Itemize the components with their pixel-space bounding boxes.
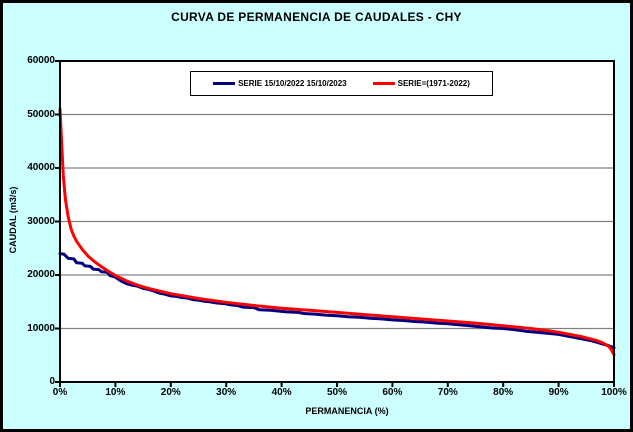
chart-title: CURVA DE PERMANENCIA DE CAUDALES - CHY [171, 10, 462, 24]
navy-line-swatch-icon [213, 82, 236, 85]
series-line-2022-2023 [58, 252, 616, 350]
y-tick-label: 40000 [27, 162, 55, 173]
red-line-swatch-icon [372, 82, 395, 85]
x-tick-label: 70% [437, 387, 458, 398]
chart-canvas [55, 60, 616, 387]
x-tick-label: 50% [326, 387, 347, 398]
legend-label-serie-2022-2023: SERIE 15/10/2022 15/10/2023 [238, 79, 347, 88]
y-tick-label: 50000 [27, 108, 55, 120]
legend-entry-serie-2022-2023: SERIE 15/10/2022 15/10/2023 [213, 79, 347, 88]
y-tick-label: 30000 [27, 215, 55, 227]
y-axis-title: CAUDAL (m3/s) [8, 186, 18, 254]
legend: SERIE 15/10/2022 15/10/2023 SERIE=(1971-… [190, 71, 493, 96]
x-tick-label: 100% [601, 387, 627, 398]
x-axis-title: PERMANENCIA (%) [305, 406, 389, 416]
x-tick-label: 40% [271, 387, 292, 398]
x-tick-label: 80% [493, 387, 514, 398]
y-tick-label: 20000 [27, 269, 55, 280]
legend-entry-serie-1971-2022: SERIE=(1971-2022) [372, 79, 470, 88]
series-line-1971-2022 [58, 107, 616, 357]
y-tick-label: 10000 [27, 322, 55, 334]
legend-label-serie-1971-2022: SERIE=(1971-2022) [397, 79, 470, 88]
x-tick-label: 0% [52, 387, 68, 398]
y-tick-label: 60000 [27, 55, 55, 66]
x-tick-label: 90% [548, 387, 569, 398]
x-tick-label: 20% [160, 387, 181, 398]
x-tick-label: 10% [105, 387, 126, 398]
x-tick-label: 60% [382, 387, 403, 398]
y-tick-label: 0 [49, 376, 55, 387]
x-tick-label: 30% [216, 387, 237, 398]
